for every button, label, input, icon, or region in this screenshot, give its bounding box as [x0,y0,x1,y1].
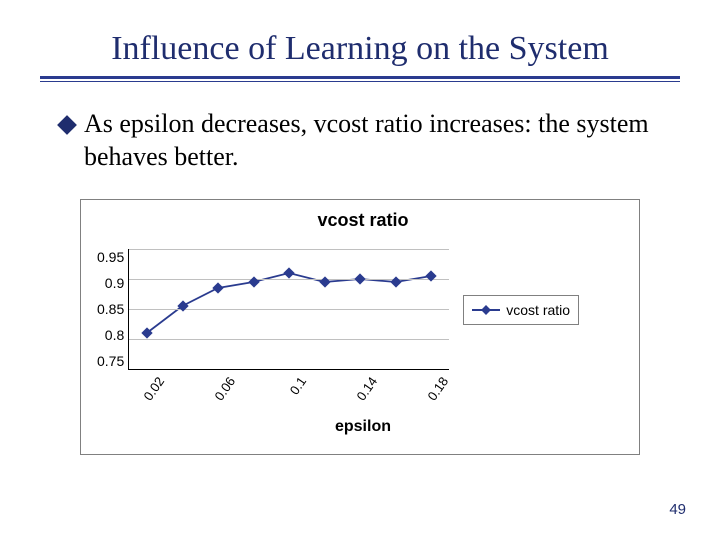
chart-body: 0.95 0.9 0.85 0.8 0.75 vcost ratio [97,249,629,370]
y-tick-label: 0.8 [97,327,124,343]
x-tick-label: 0.06 [211,374,238,403]
plot-area [128,249,449,370]
title-underline-thin [40,81,680,82]
y-axis: 0.95 0.9 0.85 0.8 0.75 [97,249,128,369]
series-line [147,273,431,333]
y-tick-label: 0.95 [97,249,124,265]
slide-title: Influence of Learning on the System [40,30,680,68]
x-tick-label: 0.02 [140,374,167,403]
plot-with-y-axis: 0.95 0.9 0.85 0.8 0.75 [97,249,449,370]
x-tick-label: 0.1 [287,374,310,397]
gridline [129,279,449,280]
slide: Influence of Learning on the System As e… [0,0,720,540]
y-tick-label: 0.9 [97,275,124,291]
bullet-block: As epsilon decreases, vcost ratio increa… [60,108,670,173]
bullet-row: As epsilon decreases, vcost ratio increa… [60,108,670,173]
gridline [129,309,449,310]
chart-frame: vcost ratio 0.95 0.9 0.85 0.8 0.75 vcost rat… [80,199,640,455]
y-tick-label: 0.75 [97,353,124,369]
x-tick-label: 0.14 [354,374,381,403]
gridline [129,249,449,250]
x-tick-label: 0.18 [425,374,452,403]
x-axis: 0.02 0.06 0.1 0.14 0.18 [137,370,457,416]
gridline [129,339,449,340]
chart-title: vcost ratio [97,210,629,231]
x-axis-label: epsilon [97,418,629,436]
chart-legend: vcost ratio [463,295,579,325]
diamond-bullet-icon [57,115,77,135]
title-underline [40,76,680,84]
bullet-text: As epsilon decreases, vcost ratio increa… [84,108,670,173]
y-tick-label: 0.85 [97,301,124,317]
legend-marker-icon [472,305,500,315]
legend-label: vcost ratio [506,302,570,318]
title-underline-thick [40,76,680,79]
page-number: 49 [669,501,686,518]
